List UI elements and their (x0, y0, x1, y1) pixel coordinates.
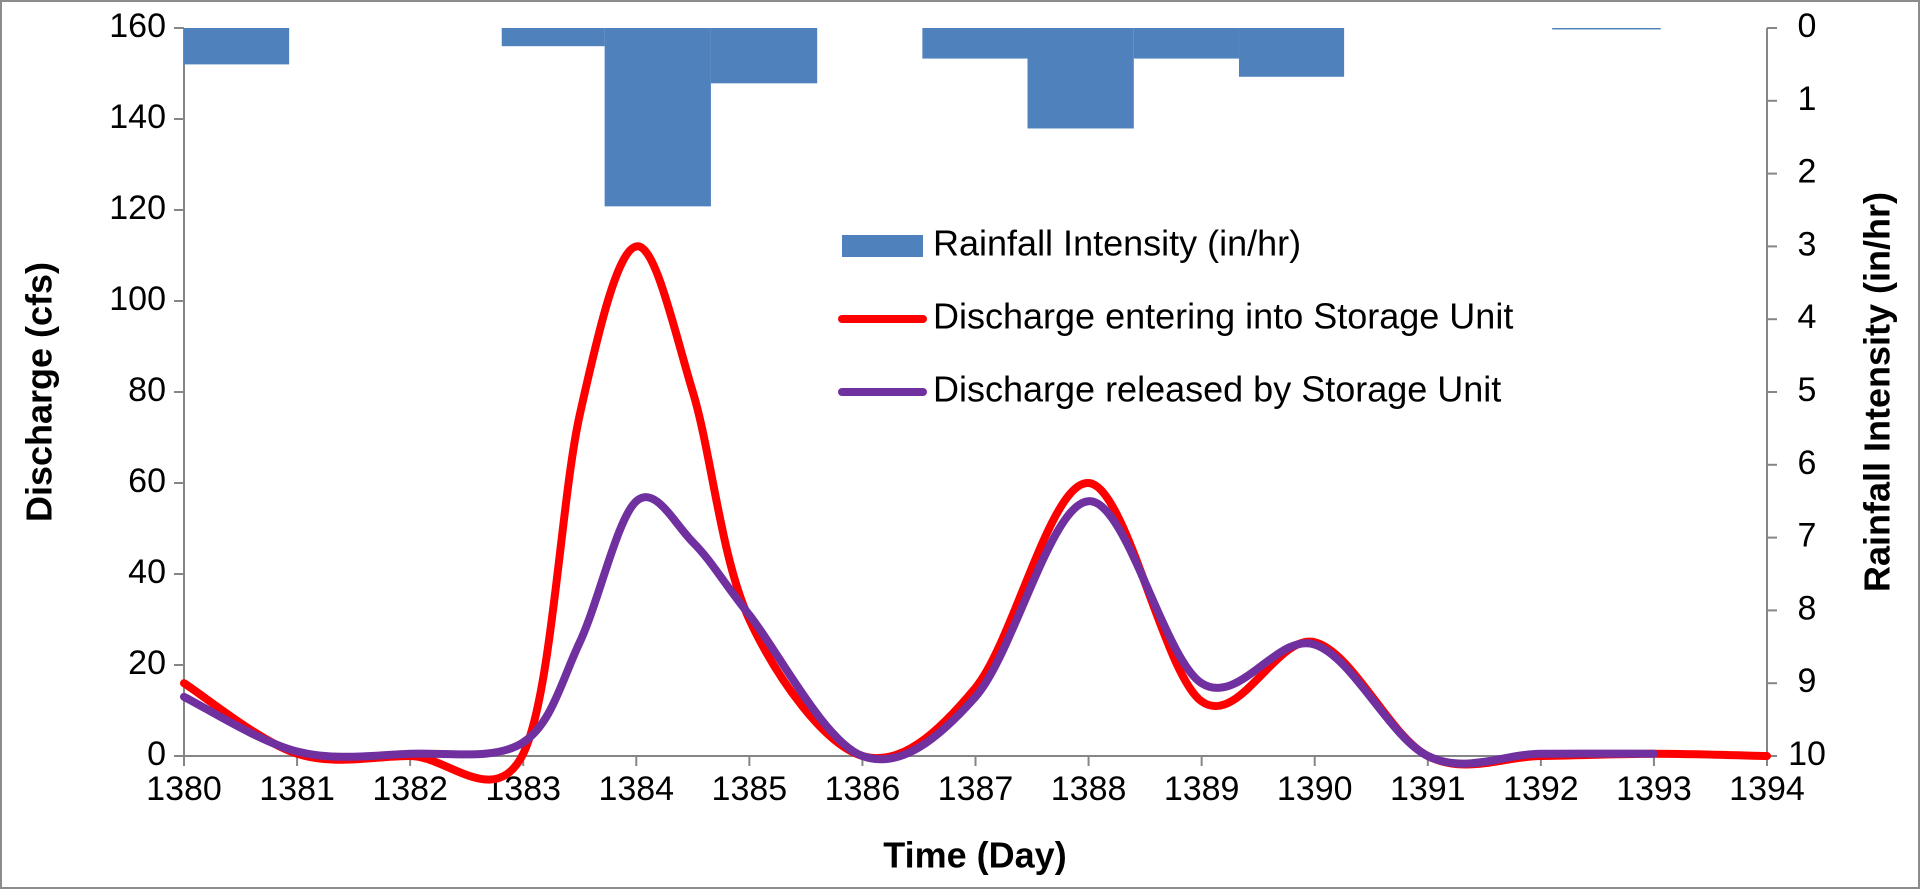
y2-tick-label: 0 (1798, 7, 1817, 45)
x-tick-label: 1389 (1164, 770, 1240, 808)
rain-bar (1027, 28, 1134, 129)
x-tick-label: 1394 (1729, 770, 1805, 808)
y-tick-label: 160 (109, 7, 166, 45)
y-tick-label: 80 (128, 371, 166, 409)
y-tick-label: 20 (128, 644, 166, 682)
y-tick-label: 60 (128, 462, 166, 500)
y2-tick-label: 5 (1798, 371, 1817, 409)
x-axis-title: Time (Day) (883, 835, 1066, 876)
y-tick-label: 100 (109, 280, 166, 318)
y2-tick-label: 10 (1788, 735, 1826, 773)
rain-bar (1133, 28, 1239, 59)
y-tick-label: 140 (109, 98, 166, 136)
rain-bar (1238, 28, 1345, 77)
x-tick-label: 1385 (712, 770, 788, 808)
rain-bar (1552, 28, 1661, 30)
y2-tick-label: 1 (1798, 80, 1817, 118)
y2-tick-label: 4 (1798, 298, 1817, 336)
rain-bar (922, 28, 1028, 59)
x-tick-label: 1392 (1503, 770, 1579, 808)
rain-bar (501, 28, 605, 47)
x-tick-label: 1384 (598, 770, 674, 808)
x-tick-label: 1388 (1051, 770, 1127, 808)
x-tick-label: 1387 (938, 770, 1014, 808)
x-tick-label: 1381 (259, 770, 335, 808)
y2-tick-label: 8 (1798, 589, 1817, 627)
x-tick-label: 1382 (372, 770, 448, 808)
rain-bar (604, 28, 711, 207)
y2-tick-label: 2 (1798, 153, 1817, 191)
legend-label: Rainfall Intensity (in/hr) (933, 223, 1301, 264)
y2-tick-label: 9 (1798, 662, 1817, 700)
rain-bar (184, 28, 290, 65)
x-tick-label: 1391 (1390, 770, 1466, 808)
y2-axis-title: Rainfall Intensity (in/hr) (1857, 192, 1898, 592)
x-tick-label: 1393 (1616, 770, 1692, 808)
legend-label: Discharge entering into Storage Unit (933, 296, 1513, 337)
rain-bar (710, 28, 818, 84)
y-axis-title: Discharge (cfs) (19, 262, 60, 522)
x-tick-label: 1390 (1277, 770, 1353, 808)
y2-tick-label: 7 (1798, 517, 1817, 555)
y2-tick-label: 6 (1798, 444, 1817, 482)
x-tick-label: 1386 (825, 770, 901, 808)
x-tick-label: 1380 (146, 770, 222, 808)
discharge-line (180, 493, 1658, 768)
y2-tick-label: 3 (1798, 225, 1817, 263)
y-tick-label: 120 (109, 189, 166, 227)
y-tick-label: 40 (128, 553, 166, 591)
y-tick-label: 0 (147, 735, 166, 773)
legend-label: Discharge released by Storage Unit (933, 369, 1501, 410)
legend-swatch (842, 235, 923, 257)
